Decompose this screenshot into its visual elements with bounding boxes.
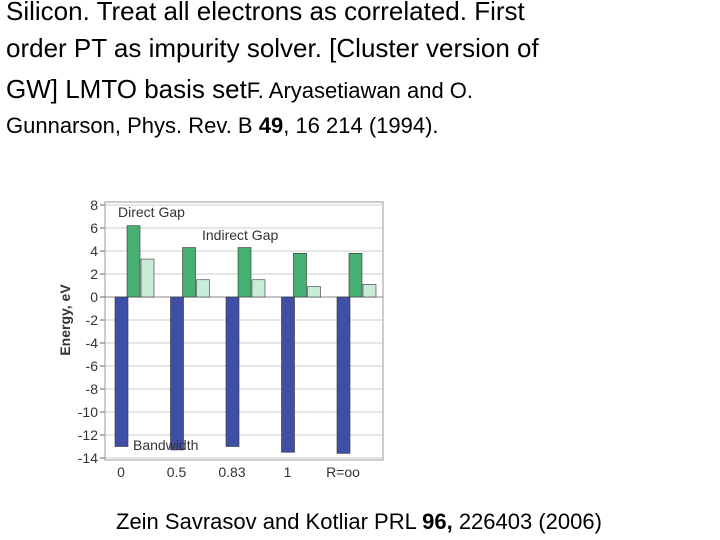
bar (182, 247, 196, 298)
bar (170, 296, 184, 451)
reference: F. Aryasetiawan and O. (247, 78, 473, 103)
y-tick-label: -6 (86, 358, 99, 374)
text-run: GW] LMTO basis set (6, 74, 248, 104)
bar (281, 296, 295, 453)
y-tick-label: 8 (90, 197, 98, 213)
y-tick-label: 0 (90, 289, 98, 305)
bar (225, 296, 240, 447)
y-tick-label: -10 (78, 404, 98, 420)
y-tick-label: -8 (86, 381, 99, 397)
x-tick-label: 1 (284, 464, 292, 480)
text-line: order PT as impurity solver. [Cluster ve… (6, 33, 539, 63)
text-run: 49 (259, 113, 283, 138)
reference: Gunnarson, Phys. Rev. B 49, 16 214 (1994… (6, 113, 439, 138)
x-tick-label: 0 (117, 464, 125, 480)
x-tick-label: 0.83 (218, 464, 245, 480)
bar (307, 286, 321, 298)
x-tick-label: R=oo (326, 464, 360, 480)
text-run: 226403 (2006) (453, 509, 602, 534)
text-run: Zein Savrasov and Kotliar PRL (116, 509, 422, 534)
bar (126, 225, 141, 298)
series-label: Indirect Gap (202, 227, 278, 243)
y-tick-label: 6 (90, 220, 98, 236)
x-tick-label: 0.5 (167, 464, 187, 480)
series-label: Bandwidth (133, 437, 198, 453)
y-axis-label: Energy, eV (57, 284, 73, 356)
series-label: Direct Gap (118, 204, 185, 220)
bar (362, 284, 377, 298)
text-run: 96, (422, 509, 453, 534)
bar (140, 258, 155, 298)
y-tick-label: 2 (90, 266, 98, 282)
text-line: Silicon. Treat all electrons as correlat… (6, 0, 526, 26)
y-tick-label: -12 (78, 427, 98, 443)
text-run: Gunnarson, Phys. Rev. B (6, 113, 259, 138)
y-tick-label: 4 (90, 243, 98, 259)
y-tick-label: -4 (86, 335, 99, 351)
plot-area (104, 201, 384, 461)
bar (336, 296, 351, 454)
bar (114, 296, 129, 447)
bar (196, 279, 210, 298)
bar (348, 253, 363, 298)
bar (237, 247, 252, 298)
text-line: GW] LMTO basis setF. Aryasetiawan and O. (6, 74, 473, 104)
y-tick-label: -14 (78, 450, 98, 466)
bar (251, 279, 266, 298)
footer: Zein Savrasov and Kotliar PRL 96, 226403… (116, 509, 602, 534)
bar (293, 253, 307, 298)
y-tick-label: -2 (86, 312, 99, 328)
text-run: , 16 214 (1994). (283, 113, 438, 138)
